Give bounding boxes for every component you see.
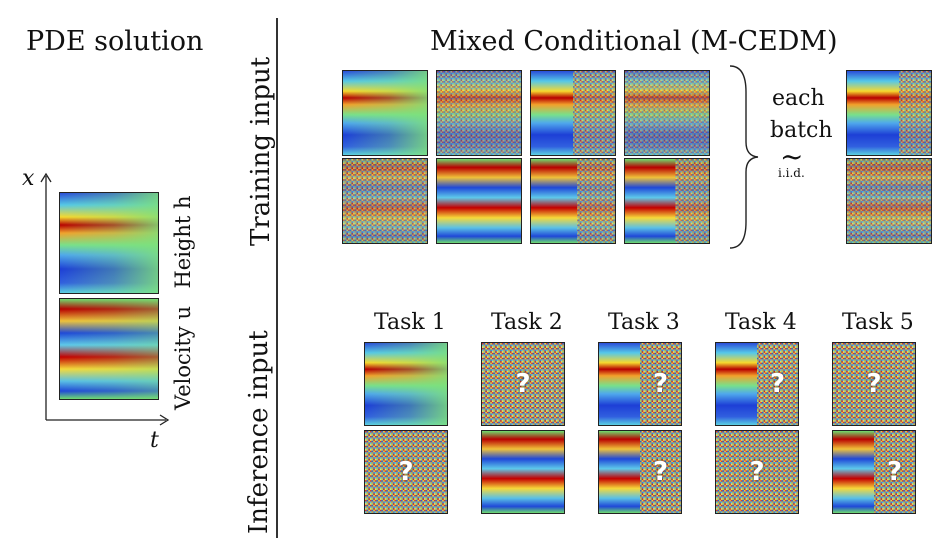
sample-tile-velocity <box>846 158 932 244</box>
task-5-label: Task 5 <box>842 310 914 335</box>
iid-text: i.i.d. <box>778 166 805 180</box>
right-brace <box>729 65 759 249</box>
train-tile-3-velocity <box>530 158 616 244</box>
each-text: each <box>772 86 825 111</box>
velocity-field-image <box>59 298 159 400</box>
height-label: Height h <box>171 195 195 289</box>
task-5-height-tile: ? <box>832 342 916 426</box>
vertical-divider <box>276 18 278 538</box>
task-2-velocity-tile <box>481 430 565 514</box>
train-tile-4-velocity <box>624 158 710 244</box>
question-mark-icon: ? <box>652 369 669 399</box>
task-1-height-tile <box>364 342 448 426</box>
m-cedm-title: Mixed Conditional (M-CEDM) <box>430 26 838 57</box>
train-tile-4-height <box>624 70 710 156</box>
train-tile-2-velocity <box>436 158 522 244</box>
task-2-height-tile: ? <box>481 342 565 426</box>
axis-t-label: t <box>150 428 159 453</box>
question-mark-icon: ? <box>769 369 786 399</box>
question-mark-icon: ? <box>886 457 903 487</box>
pde-solution-title: PDE solution <box>26 26 204 57</box>
task-3-height-tile: ? <box>598 342 682 426</box>
question-mark-icon: ? <box>515 369 531 399</box>
task-3-label: Task 3 <box>608 310 680 335</box>
height-field-image <box>59 192 159 294</box>
velocity-label: Velocity u <box>171 306 195 411</box>
task-5-velocity-tile: ? <box>832 430 916 514</box>
task-4-height-tile: ? <box>715 342 799 426</box>
train-tile-1-velocity <box>342 158 428 244</box>
question-mark-icon: ? <box>652 457 669 487</box>
question-mark-icon: ? <box>866 369 882 399</box>
train-tile-3-height <box>530 70 616 156</box>
task-4-velocity-tile: ? <box>715 430 799 514</box>
task-2-label: Task 2 <box>491 310 563 335</box>
train-tile-1-height <box>342 70 428 156</box>
train-tile-2-height <box>436 70 522 156</box>
axis-x-label: x <box>22 166 35 191</box>
batch-text: batch <box>770 118 833 143</box>
task-3-velocity-tile: ? <box>598 430 682 514</box>
task-1-label: Task 1 <box>374 310 446 335</box>
tilde-symbol: ~ <box>780 140 804 173</box>
inference-input-label: Inference input <box>244 330 274 534</box>
question-mark-icon: ? <box>398 457 414 487</box>
task-4-label: Task 4 <box>725 310 797 335</box>
task-1-velocity-tile: ? <box>364 430 448 514</box>
sample-tile-height <box>846 70 932 156</box>
training-input-label: Training input <box>246 56 276 246</box>
question-mark-icon: ? <box>749 457 765 487</box>
axes-arrows <box>40 172 170 426</box>
